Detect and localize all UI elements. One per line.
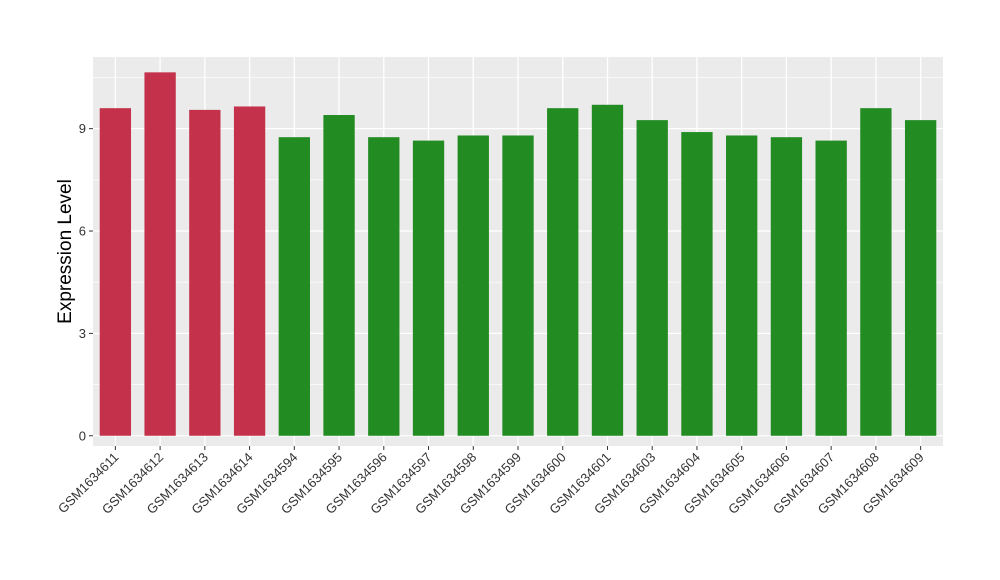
bar-GSM1634603	[636, 120, 668, 436]
bar-GSM1634596	[368, 137, 400, 436]
y-tick-label: 3	[79, 326, 86, 341]
bar-GSM1634614	[233, 106, 266, 436]
bar-GSM1634608	[860, 108, 892, 436]
y-tick-label: 9	[79, 121, 86, 136]
x-axis: GSM1634611GSM1634612GSM1634613GSM1634614…	[55, 446, 927, 517]
bar-GSM1634605	[726, 135, 758, 436]
bar-GSM1634601	[591, 104, 624, 436]
y-tick-label: 0	[79, 428, 86, 443]
bar-GSM1634595	[323, 115, 355, 436]
y-axis: 0 3 6 9	[79, 121, 93, 443]
bar-GSM1634594	[278, 137, 310, 436]
bar-GSM1634598	[457, 135, 489, 436]
bar-GSM1634599	[502, 135, 534, 436]
y-axis-label: Expression Level	[55, 179, 76, 324]
bar-GSM1634613	[189, 109, 221, 436]
bar-GSM1634600	[547, 108, 579, 436]
bar-GSM1634609	[904, 120, 937, 436]
bar-GSM1634607	[815, 140, 847, 436]
bar-GSM1634604	[681, 132, 713, 436]
y-tick-label: 6	[79, 224, 86, 239]
bar-GSM1634611	[99, 108, 132, 436]
bar-GSM1634597	[412, 140, 445, 436]
bar-GSM1634612	[144, 72, 176, 436]
bars	[99, 72, 937, 436]
bar-GSM1634606	[770, 137, 803, 436]
